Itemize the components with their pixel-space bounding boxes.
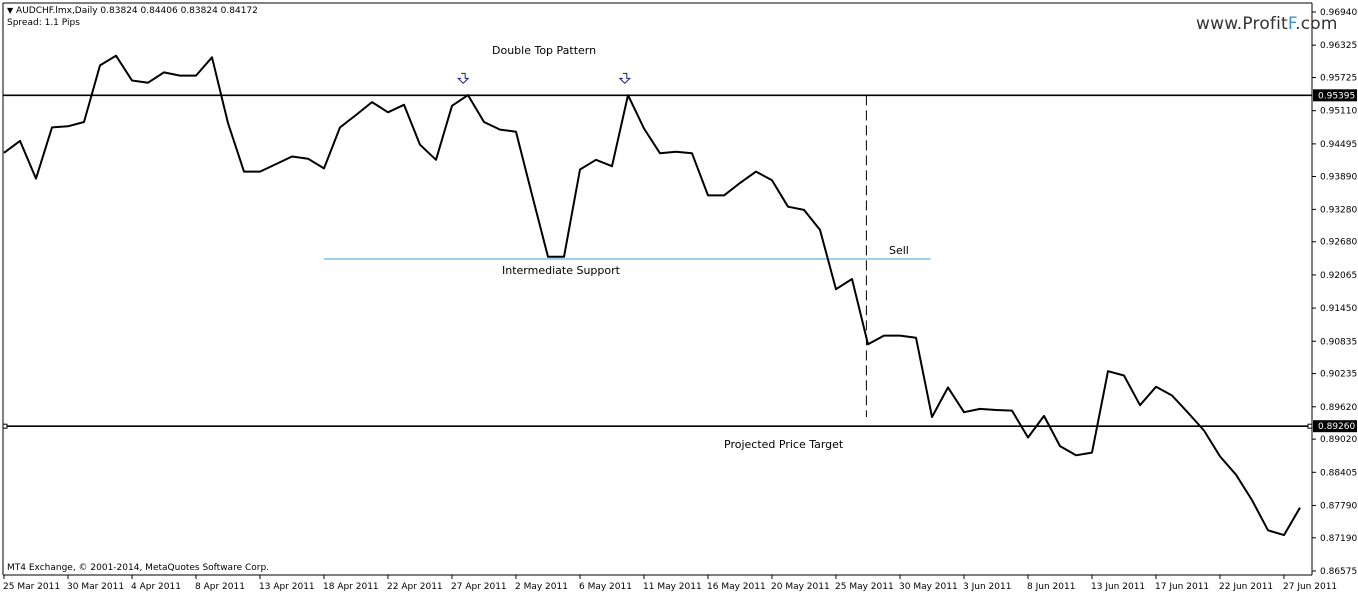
y-tick-label: 0.87190 bbox=[1320, 534, 1357, 544]
x-tick-label: 17 Jun 2011 bbox=[1155, 582, 1209, 592]
price-line bbox=[3, 54, 1301, 537]
x-tick-label: 27 Apr 2011 bbox=[451, 582, 507, 592]
y-tick-label: 0.92680 bbox=[1320, 238, 1357, 248]
y-tick-label: 0.95725 bbox=[1320, 74, 1357, 84]
pattern-title: Double Top Pattern bbox=[492, 44, 597, 57]
x-axis: 25 Mar 2011 30 Mar 2011 4 Apr 2011 8 Apr 20… bbox=[3, 575, 1337, 592]
y-tick-label: 0.96940 bbox=[1320, 8, 1357, 18]
x-tick-label: 30 May 2011 bbox=[899, 582, 958, 592]
y-tick-label: 0.90835 bbox=[1320, 337, 1357, 347]
y-tick-label: 0.87790 bbox=[1320, 501, 1357, 511]
sell-label: Sell bbox=[889, 244, 909, 257]
watermark-prefix: www.Profit bbox=[1196, 14, 1288, 34]
y-axis: 0.96940 0.96325 0.95725 0.95110 0.94495 0.938… bbox=[1312, 8, 1357, 577]
symbol-line: AUDCHF.lmx,Daily 0.83824 0.84406 0.83824… bbox=[16, 6, 258, 16]
x-tick-label: 22 Apr 2011 bbox=[387, 582, 443, 592]
x-tick-label: 11 May 2011 bbox=[643, 582, 702, 592]
y-tick-label: 0.92065 bbox=[1320, 271, 1357, 281]
x-tick-label: 13 Jun 2011 bbox=[1091, 582, 1145, 592]
watermark: www.ProfitF.com bbox=[1196, 14, 1338, 34]
target-line-handle-right bbox=[1307, 423, 1313, 429]
target-line-handle-left bbox=[2, 423, 8, 429]
y-tick-label: 0.96325 bbox=[1320, 41, 1357, 51]
x-tick-label: 3 Jun 2011 bbox=[963, 582, 1011, 592]
x-tick-label: 8 Apr 2011 bbox=[195, 582, 245, 592]
price-label-box bbox=[1313, 89, 1357, 102]
y-tick-label: 0.89020 bbox=[1320, 435, 1357, 445]
price-label-text: 0.89260 bbox=[1318, 422, 1355, 432]
double-top-arrow-icon bbox=[456, 72, 470, 85]
y-tick-label: 0.86575 bbox=[1320, 567, 1357, 577]
x-tick-label: 27 Jun 2011 bbox=[1283, 582, 1337, 592]
y-tick-label: 0.90235 bbox=[1320, 370, 1357, 380]
x-tick-label: 30 Mar 2011 bbox=[67, 582, 124, 592]
watermark-highlight: F bbox=[1287, 14, 1296, 34]
collapse-arrow-icon[interactable]: ▼ bbox=[7, 6, 14, 15]
x-tick-label: 25 May 2011 bbox=[835, 582, 894, 592]
x-tick-label: 4 Apr 2011 bbox=[131, 582, 181, 592]
x-tick-label: 22 Jun 2011 bbox=[1219, 582, 1273, 592]
copyright-text: MT4 Exchange, © 2001-2014, MetaQuotes So… bbox=[7, 563, 270, 573]
x-tick-label: 6 May 2011 bbox=[579, 582, 632, 592]
x-tick-label: 2 May 2011 bbox=[515, 582, 568, 592]
y-tick-label: 0.93890 bbox=[1320, 172, 1357, 182]
x-tick-label: 25 Mar 2011 bbox=[3, 582, 60, 592]
watermark-suffix: .com bbox=[1295, 14, 1338, 34]
x-tick-label: 13 Apr 2011 bbox=[259, 582, 315, 592]
y-tick-label: 0.93280 bbox=[1320, 205, 1357, 215]
double-top-arrow-icon bbox=[618, 72, 632, 85]
double-top-price-label: 0.95395 bbox=[1313, 89, 1357, 102]
target-label: Projected Price Target bbox=[724, 438, 844, 451]
y-tick-label: 0.88405 bbox=[1320, 468, 1357, 478]
x-tick-label: 20 May 2011 bbox=[771, 582, 830, 592]
x-tick-label: 18 Apr 2011 bbox=[323, 582, 379, 592]
x-tick-label: 16 May 2011 bbox=[707, 582, 766, 592]
y-tick-label: 0.95110 bbox=[1320, 107, 1357, 117]
target-price-label: 0.89260 bbox=[1313, 420, 1357, 433]
x-tick-label: 8 Jun 2011 bbox=[1027, 582, 1075, 592]
y-tick-label: 0.94495 bbox=[1320, 140, 1357, 150]
support-label: Intermediate Support bbox=[502, 264, 620, 277]
symbol-info: ▼ AUDCHF.lmx,Daily 0.83824 0.84406 0.838… bbox=[7, 6, 258, 16]
y-tick-label: 0.91450 bbox=[1320, 304, 1357, 314]
price-label-box bbox=[1313, 420, 1357, 433]
price-label-text: 0.95395 bbox=[1318, 91, 1355, 101]
spread-label: Spread: 1.1 Pips bbox=[7, 18, 80, 28]
y-tick-label: 0.89620 bbox=[1320, 403, 1357, 413]
